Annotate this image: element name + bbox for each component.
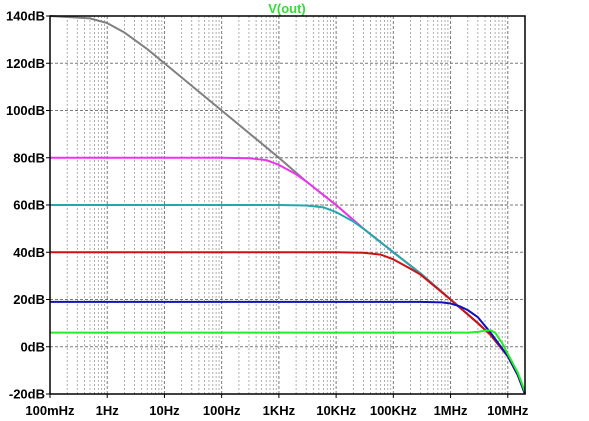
chart-title: V(out) xyxy=(268,1,306,16)
x-tick-label: 1MHz xyxy=(434,403,468,418)
x-tick-label: 100Hz xyxy=(203,403,241,418)
x-tick-label: 10KHz xyxy=(316,403,356,418)
x-tick-label: 1KHz xyxy=(263,403,296,418)
x-tick-label: 100KHz xyxy=(370,403,417,418)
y-tick-label: 20dB xyxy=(13,292,45,307)
series-line-5 xyxy=(50,300,526,395)
series-line-4 xyxy=(50,251,526,395)
y-tick-label: 60dB xyxy=(13,198,45,213)
y-tick-label: 0dB xyxy=(20,339,45,354)
x-tick-label: 100mHz xyxy=(25,403,75,418)
series-line-2 xyxy=(50,156,526,395)
series-line-6 xyxy=(50,329,526,392)
y-tick-label: 120dB xyxy=(6,56,45,71)
y-tick-label: 40dB xyxy=(13,245,45,260)
series-layer xyxy=(49,15,526,395)
tick-labels: 140dB120dB100dB80dB60dB40dB20dB0dB-20dB1… xyxy=(6,9,529,419)
y-tick-label: 100dB xyxy=(6,103,45,118)
x-tick-label: 10Hz xyxy=(149,403,180,418)
x-tick-label: 10MHz xyxy=(487,403,529,418)
x-tick-label: 1Hz xyxy=(96,403,120,418)
y-tick-label: 140dB xyxy=(6,9,45,24)
y-tick-label: -20dB xyxy=(9,387,45,402)
y-tick-label: 80dB xyxy=(13,150,45,165)
